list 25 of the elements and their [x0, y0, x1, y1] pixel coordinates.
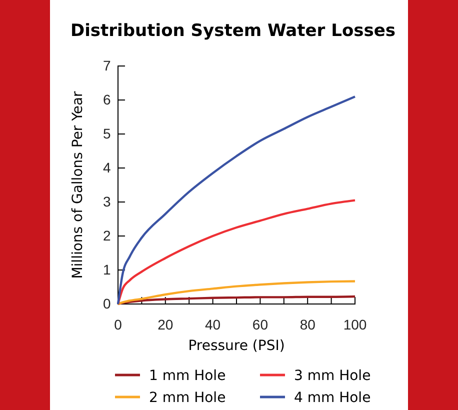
y-tick-label: 2 — [103, 227, 112, 244]
y-axis-title: Millions of Gallons Per Year — [70, 90, 86, 279]
legend-label: 4 mm Hole — [294, 390, 371, 406]
line-series — [116, 280, 356, 306]
line-series — [116, 295, 356, 306]
chart-title: Distribution System Water Losses — [70, 21, 396, 41]
y-tick-label: 7 — [103, 57, 112, 74]
x-tick-label: 20 — [158, 316, 174, 332]
x-tick-label: 0 — [114, 316, 122, 332]
legend-label: 2 mm Hole — [149, 390, 226, 406]
x-axis-title: Pressure (PSI) — [188, 338, 285, 354]
x-tick-label: 40 — [205, 316, 221, 332]
x-tick-label: 100 — [343, 316, 367, 332]
x-tick-label: 80 — [300, 316, 316, 332]
x-tick-label: 60 — [252, 316, 268, 332]
y-tick-label: 6 — [103, 91, 112, 108]
y-tick-label: 5 — [103, 125, 112, 142]
legend-label: 3 mm Hole — [294, 368, 371, 384]
legend-label: 1 mm Hole — [149, 368, 226, 384]
line-series — [116, 96, 356, 306]
line-series — [116, 199, 356, 306]
y-tick-label: 1 — [103, 261, 112, 278]
y-tick-label: 3 — [103, 193, 112, 210]
y-tick-label: 4 — [103, 159, 112, 176]
y-tick-label: 0 — [103, 295, 112, 312]
